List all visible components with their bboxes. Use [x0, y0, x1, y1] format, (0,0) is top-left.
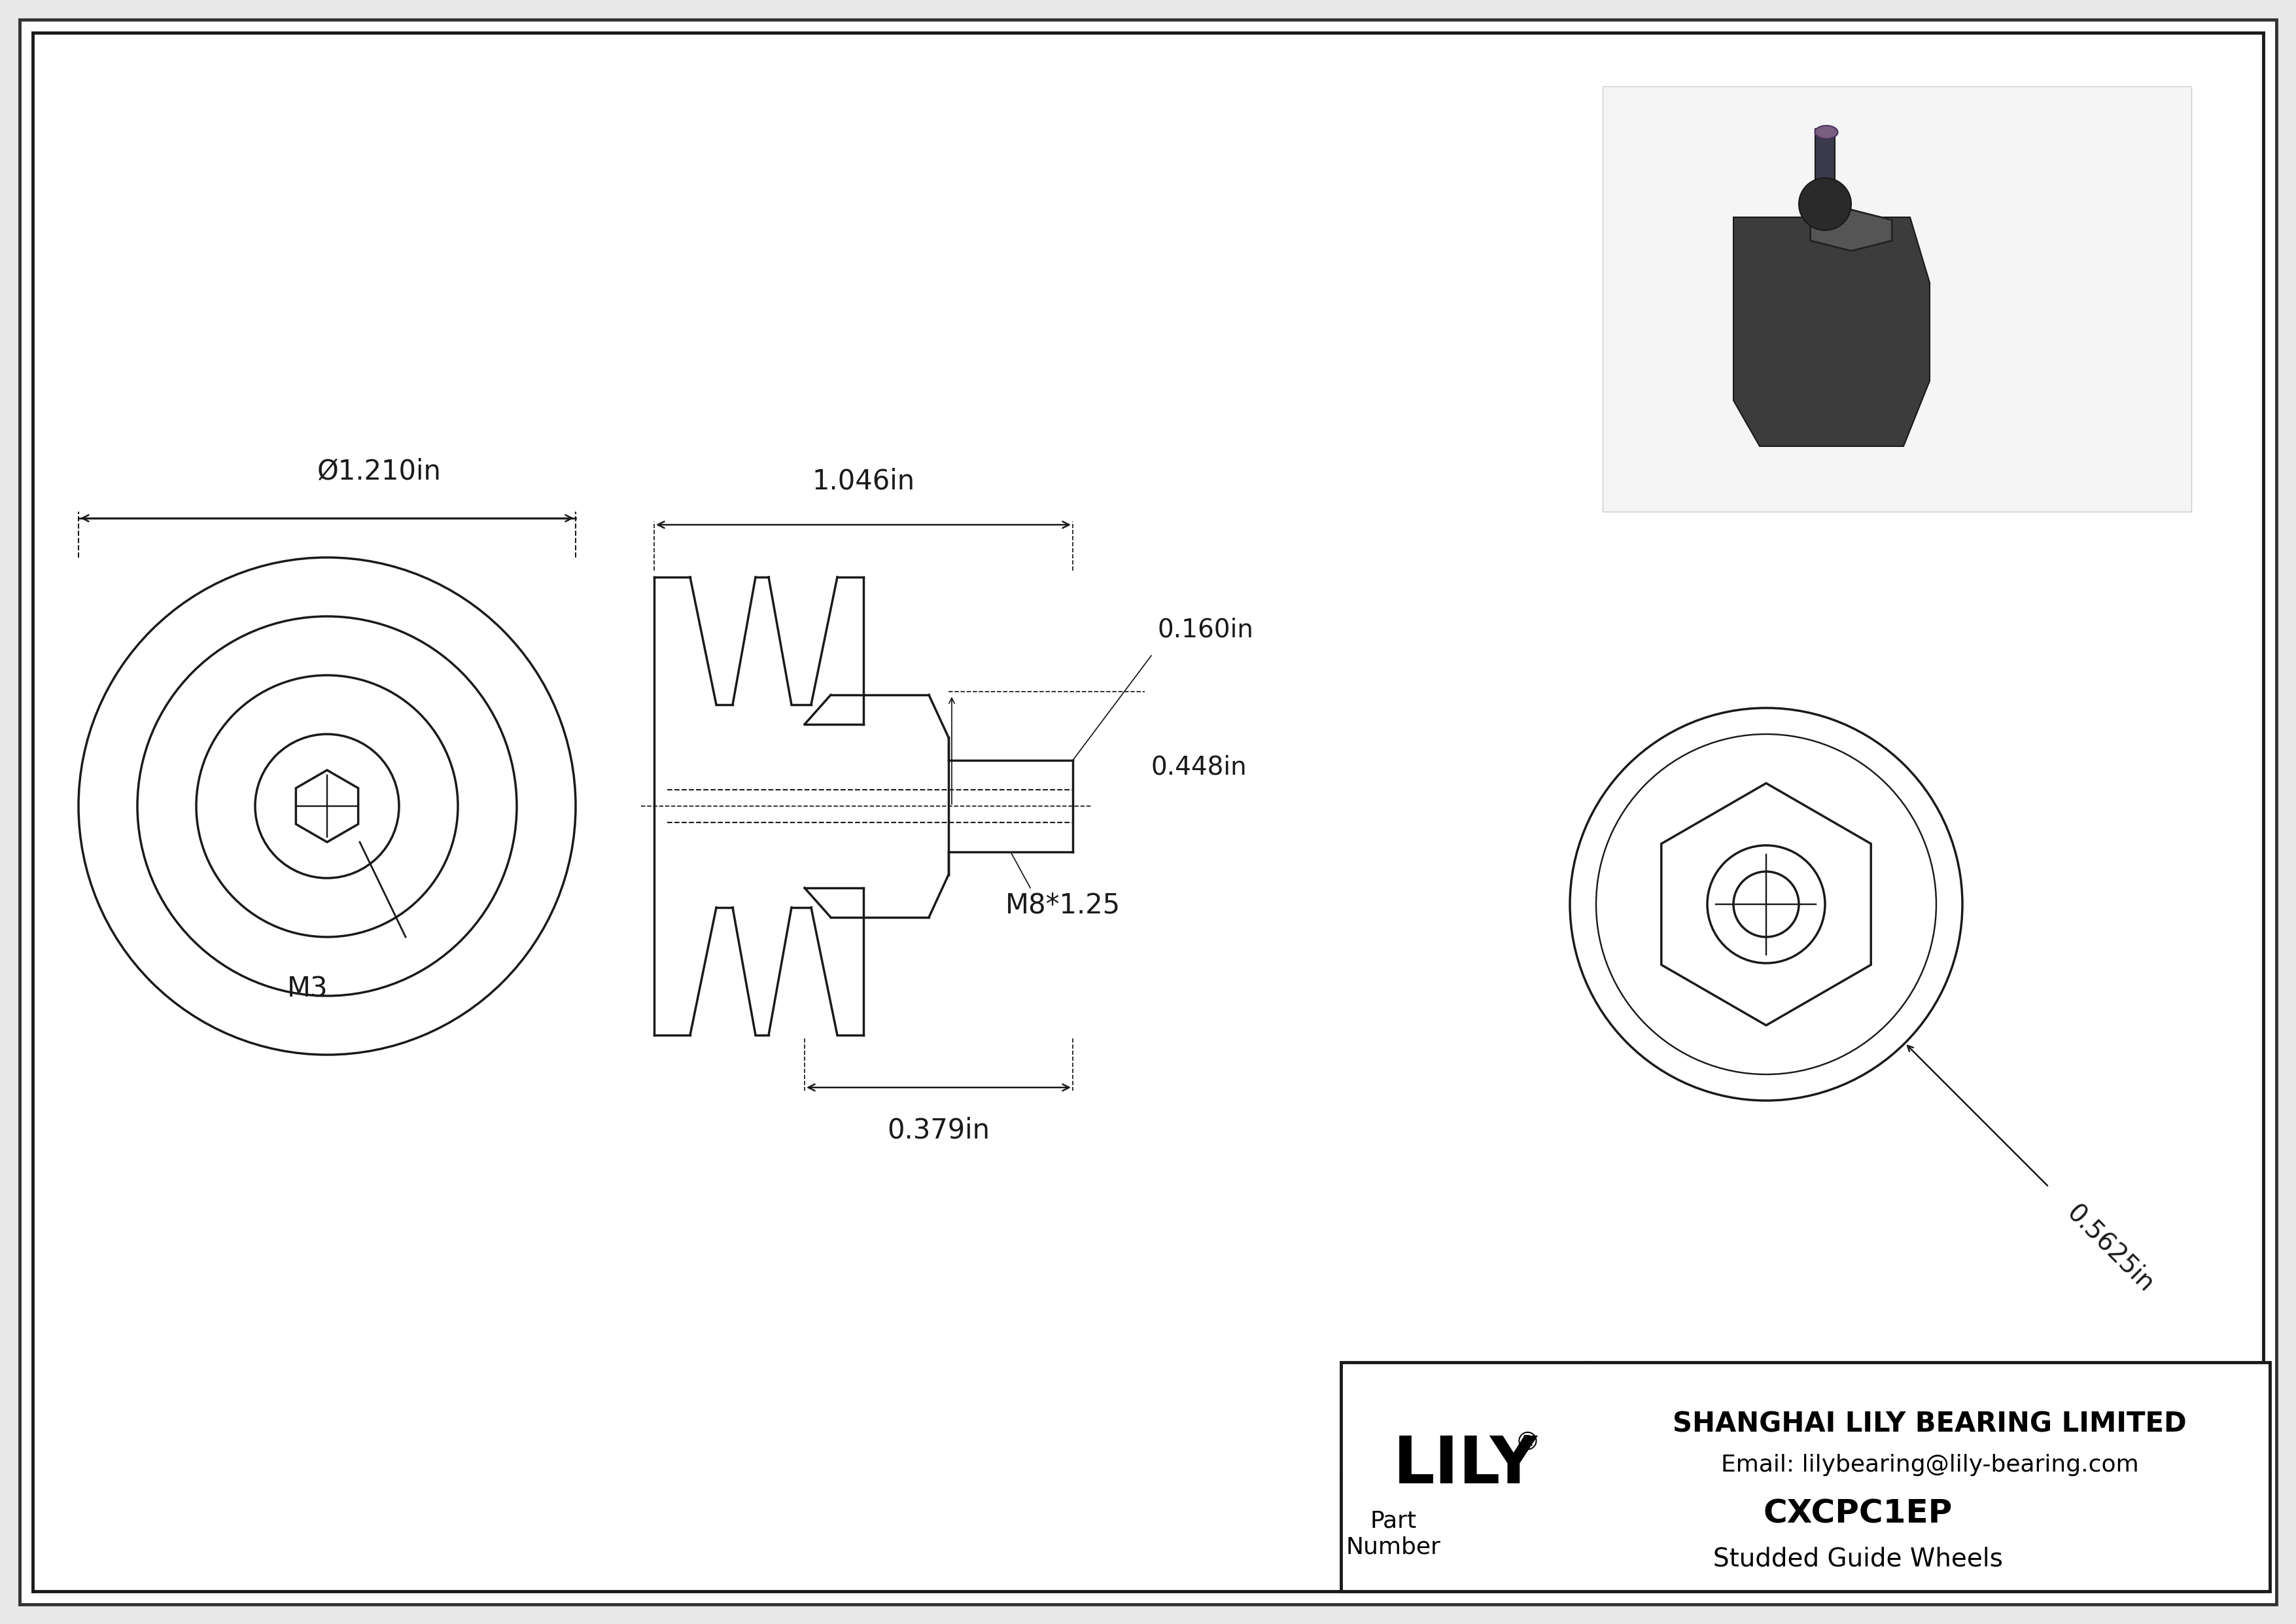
- Text: CXCPC1EP: CXCPC1EP: [1763, 1497, 1952, 1530]
- FancyBboxPatch shape: [1603, 86, 2190, 512]
- Text: 1.046in: 1.046in: [813, 468, 914, 495]
- Text: Ø1.210in: Ø1.210in: [317, 458, 441, 486]
- Text: 0.5625in: 0.5625in: [2062, 1200, 2158, 1298]
- Text: 0.160in: 0.160in: [1157, 617, 1254, 641]
- Circle shape: [1798, 179, 1851, 231]
- Polygon shape: [1733, 218, 1929, 447]
- Text: 0.379in: 0.379in: [886, 1117, 990, 1145]
- Text: Email: lilybearing@lily-bearing.com: Email: lilybearing@lily-bearing.com: [1720, 1453, 2138, 1476]
- Text: Part
Number: Part Number: [1345, 1510, 1440, 1557]
- Text: 0.448in: 0.448in: [1150, 755, 1247, 780]
- Bar: [1341, 1363, 2271, 1592]
- Text: LILY: LILY: [1394, 1434, 1538, 1497]
- Ellipse shape: [1814, 125, 1837, 138]
- Text: M8*1.25: M8*1.25: [1006, 892, 1120, 919]
- Text: SHANGHAI LILY BEARING LIMITED: SHANGHAI LILY BEARING LIMITED: [1674, 1410, 2186, 1437]
- Text: Studded Guide Wheels: Studded Guide Wheels: [1713, 1546, 2002, 1572]
- FancyBboxPatch shape: [21, 19, 2275, 1605]
- Text: M3: M3: [287, 976, 328, 1004]
- FancyBboxPatch shape: [1816, 128, 1835, 182]
- Polygon shape: [1812, 209, 1892, 252]
- Text: ®: ®: [1515, 1431, 1541, 1455]
